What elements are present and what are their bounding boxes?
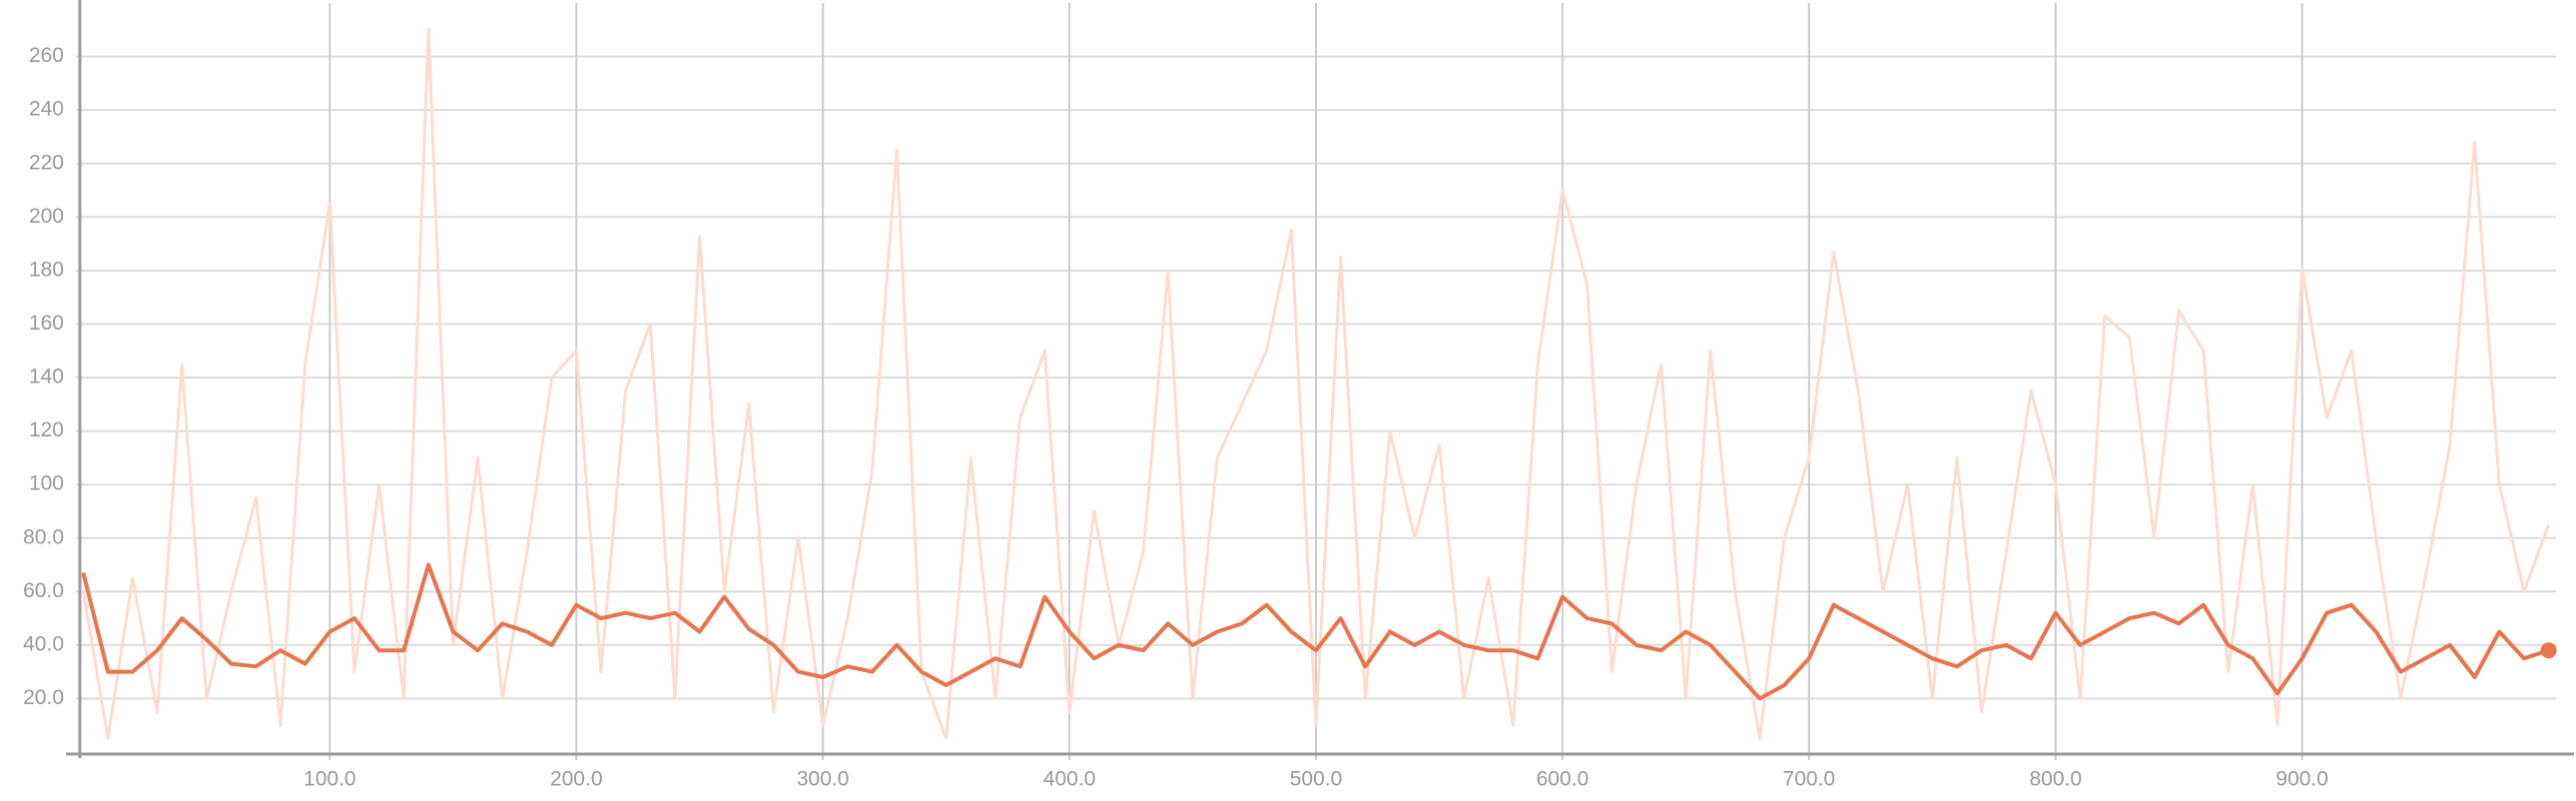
x-tick-label: 400.0 [1043, 768, 1096, 791]
x-tick-label: 600.0 [1537, 768, 1590, 791]
raw-line [81, 28, 2551, 741]
x-tick-label: 200.0 [550, 768, 603, 791]
y-tick-label: 60.0 [23, 579, 64, 602]
y-tick-label: 160 [29, 312, 64, 335]
x-tick-label: 700.0 [1783, 768, 1836, 791]
y-tick-label: 100 [29, 472, 64, 495]
x-tick-label: 900.0 [2275, 768, 2328, 791]
y-tick-label: 220 [29, 151, 64, 174]
smoothed-line [81, 562, 2550, 701]
x-tick-label: 300.0 [797, 768, 850, 791]
x-tick-label: 800.0 [2029, 768, 2082, 791]
y-tick-label: 80.0 [23, 525, 64, 548]
end-point [2540, 642, 2557, 659]
y-tick-label: 20.0 [23, 686, 64, 709]
x-tick-label: 500.0 [1290, 768, 1343, 791]
y-tick-label: 40.0 [23, 632, 64, 655]
y-tick-label: 240 [29, 98, 64, 121]
y-tick-label: 200 [29, 205, 64, 228]
y-tick-label: 120 [29, 418, 64, 441]
y-tick-label: 140 [29, 366, 64, 389]
y-tick-label: 260 [29, 44, 64, 67]
y-tick-label: 180 [29, 258, 64, 281]
x-tick-label: 100.0 [304, 768, 356, 791]
